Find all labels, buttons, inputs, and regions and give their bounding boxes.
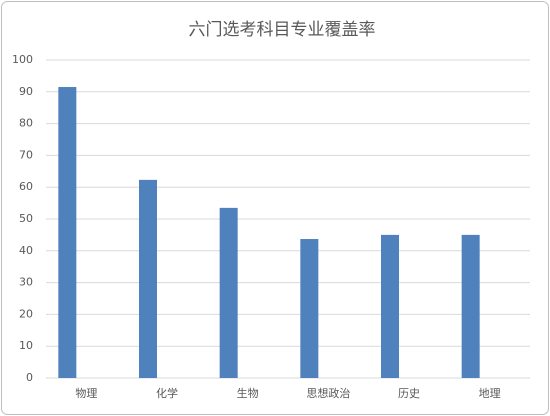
y-tick-label: 30 (19, 276, 33, 289)
y-tick-label: 100 (12, 53, 33, 66)
y-tick-label: 60 (19, 180, 33, 193)
y-tick-label: 50 (19, 212, 33, 225)
x-tick-label: 物理 (75, 386, 97, 400)
y-tick-label: 80 (19, 117, 33, 130)
bar (461, 234, 480, 378)
y-tick-label: 0 (26, 371, 33, 384)
y-tick-label: 70 (19, 148, 33, 161)
bar (58, 87, 77, 378)
y-tick-label: 90 (19, 85, 33, 98)
x-tick-label: 地理 (479, 387, 501, 400)
bar (300, 239, 319, 378)
y-tick-label: 10 (19, 339, 33, 352)
chart-title: 六门选考科目专业覆盖率 (189, 20, 376, 40)
bar (381, 234, 399, 378)
x-tick-label: 化学 (156, 386, 178, 400)
y-tick-label: 20 (19, 307, 33, 320)
bar (219, 207, 238, 378)
x-tick-label: 思想政治 (306, 386, 350, 400)
x-tick-label: 历史 (398, 387, 420, 400)
y-tick-label: 40 (19, 244, 33, 257)
x-tick-label: 生物 (237, 386, 259, 400)
bar (139, 179, 157, 378)
